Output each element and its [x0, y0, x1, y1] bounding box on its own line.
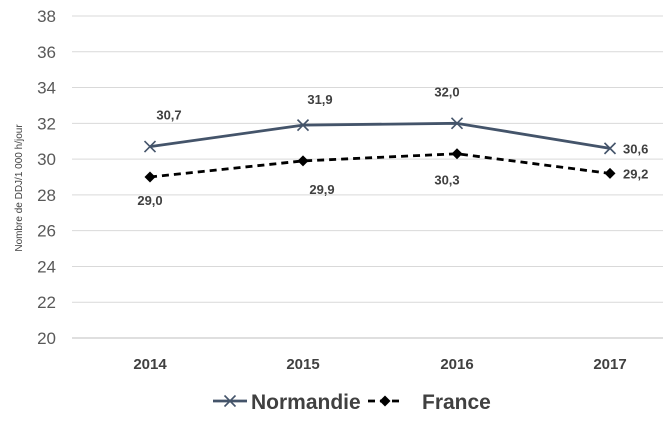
y-tick-label: 38 — [37, 7, 56, 26]
y-tick-label: 26 — [37, 222, 56, 241]
y-tick-label: 22 — [37, 293, 56, 312]
y-tick-label: 28 — [37, 186, 56, 205]
y-tick-label: 24 — [37, 257, 56, 276]
data-label: 30,3 — [434, 173, 459, 188]
y-tick-label: 36 — [37, 43, 56, 62]
y-tick-label: 34 — [37, 79, 56, 98]
y-tick-label: 32 — [37, 114, 56, 133]
diamond-marker — [144, 171, 156, 183]
data-label: 30,7 — [156, 108, 181, 123]
legend-item-normandie: Normandie — [213, 391, 361, 414]
data-label: 29,0 — [137, 193, 162, 208]
series-line-france — [149, 152, 611, 179]
data-label: 29,9 — [309, 182, 334, 197]
x-axis-ticks: 2014 2015 2016 2017 — [133, 356, 626, 373]
diamond-marker — [379, 395, 391, 407]
series-line-normandie — [149, 121, 611, 150]
gridlines — [72, 15, 663, 339]
data-labels: 30,7 31,9 32,0 30,6 29,0 29,9 30,3 29,2 — [137, 84, 648, 208]
diamond-marker — [604, 167, 616, 179]
x-marker — [450, 117, 464, 130]
y-axis-ticks: 20 22 24 26 28 30 32 34 36 38 — [37, 7, 56, 348]
legend: Normandie France — [213, 391, 491, 414]
x-tick-label: 2015 — [286, 356, 319, 373]
y-tick-label: 30 — [37, 150, 56, 169]
diamond-marker — [297, 155, 309, 167]
data-label: 29,2 — [623, 166, 648, 181]
x-marker — [223, 394, 237, 408]
legend-item-france: France — [368, 391, 491, 414]
legend-label: France — [422, 391, 491, 414]
y-axis-label: Nombre de DDJ/1 000 h/jour — [14, 124, 25, 252]
diamond-marker — [451, 148, 463, 160]
x-tick-label: 2014 — [133, 356, 167, 373]
x-marker — [603, 142, 617, 155]
x-tick-label: 2016 — [440, 356, 473, 373]
data-label: 32,0 — [434, 84, 459, 99]
x-marker — [143, 140, 157, 153]
x-marker — [296, 119, 310, 132]
legend-label: Normandie — [251, 391, 361, 414]
series-layer — [143, 117, 617, 183]
data-label: 31,9 — [307, 92, 332, 107]
x-tick-label: 2017 — [593, 356, 626, 373]
y-tick-label: 20 — [37, 329, 56, 348]
data-label: 30,6 — [623, 141, 648, 156]
